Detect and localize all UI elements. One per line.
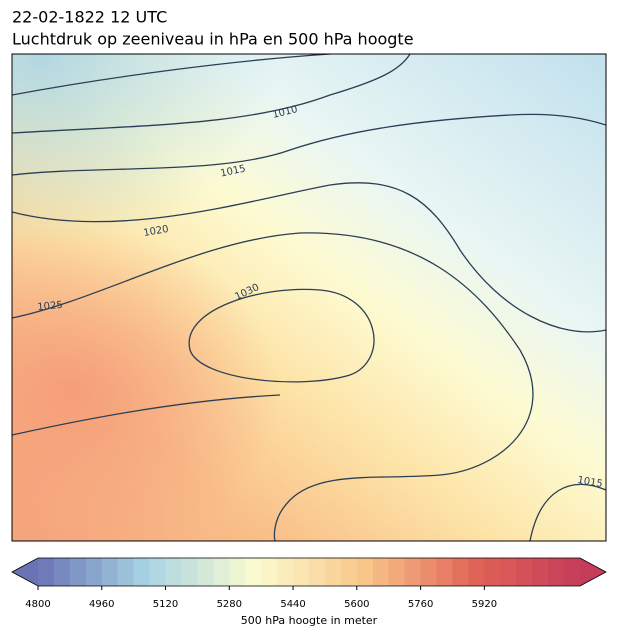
colorbar-segment	[309, 558, 326, 586]
colorbar-segment	[69, 558, 87, 586]
colorbar-segment	[532, 558, 549, 586]
colorbar-segment	[420, 558, 438, 586]
colorbar-segment	[500, 558, 517, 586]
colorbar-segment	[261, 558, 278, 586]
colorbar-tick-label: 4960	[89, 599, 114, 610]
colorbar-tick-label: 5600	[344, 599, 369, 610]
colorbar-segment	[165, 558, 182, 586]
colorbar-segment	[356, 558, 374, 586]
colorbar-segment	[388, 558, 406, 586]
colorbar-segment	[436, 558, 453, 586]
colorbar-tick-label: 5280	[217, 599, 242, 610]
colorbar-segment	[340, 558, 358, 586]
colorbar-segment	[149, 558, 167, 586]
colorbar-tick-label: 5440	[280, 599, 305, 610]
title-line: 22-02-1822 12 UTC	[12, 8, 167, 27]
colorbar-segment	[548, 558, 565, 586]
colorbar-segment	[293, 558, 310, 586]
colorbar-segment	[181, 558, 198, 586]
contour-label: 1015	[220, 163, 247, 179]
colorbar-label: 500 hPa hoogte in meter	[241, 614, 378, 627]
colorbar-tick-label: 5920	[472, 599, 497, 610]
colorbar-extend-high	[580, 558, 606, 586]
colorbar-tick-label: 4800	[25, 599, 50, 610]
colorbar-segment	[516, 558, 533, 586]
map-frame	[11, 53, 607, 542]
colorbar-segment	[468, 558, 485, 586]
colorbar-segment	[85, 558, 103, 586]
colorbar-segment	[324, 558, 342, 586]
colorbar-segment	[38, 558, 55, 586]
colorbar-segment	[372, 558, 390, 586]
colorbar-tick-label: 5760	[408, 599, 433, 610]
colorbar-segment	[117, 558, 135, 586]
contour-label: 1015	[576, 475, 603, 490]
contour-label: 1020	[143, 224, 170, 239]
colorbar-tick-label: 5120	[153, 599, 178, 610]
colorbar-segment	[452, 558, 469, 586]
colorbar-segment	[245, 558, 262, 586]
contour-label: 1025	[37, 300, 63, 313]
map	[12, 54, 606, 541]
colorbar-segment	[197, 558, 214, 586]
colorbar-segment	[564, 558, 581, 586]
colorbar-segment	[229, 558, 246, 586]
colorbar-extend-low	[12, 558, 38, 586]
colorbar-segment	[404, 558, 422, 586]
colorbar-segment	[101, 558, 119, 586]
colorbar-segment	[53, 558, 71, 586]
colorbar-segment	[133, 558, 151, 586]
title-line: Luchtdruk op zeeniveau in hPa en 500 hPa…	[12, 30, 414, 49]
colorbar-segment	[277, 558, 294, 586]
colorbar-segment	[213, 558, 230, 586]
colorbar-segment	[484, 558, 501, 586]
